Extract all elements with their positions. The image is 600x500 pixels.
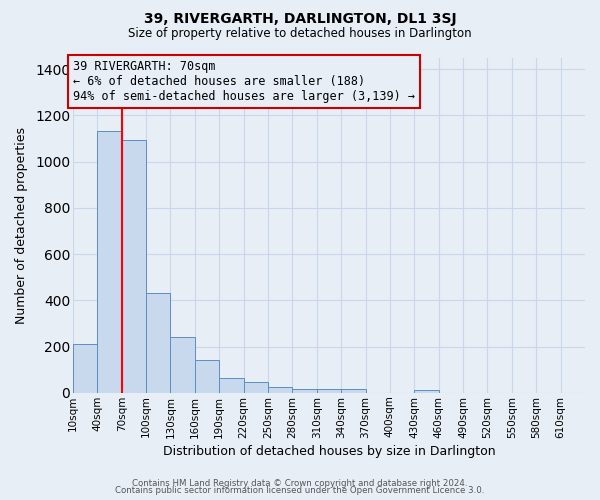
Bar xyxy=(268,387,292,393)
Bar xyxy=(317,390,341,393)
Text: 39, RIVERGARTH, DARLINGTON, DL1 3SJ: 39, RIVERGARTH, DARLINGTON, DL1 3SJ xyxy=(143,12,457,26)
Bar xyxy=(73,344,97,393)
Bar xyxy=(170,338,195,393)
Bar xyxy=(414,390,439,393)
Bar xyxy=(341,390,365,393)
X-axis label: Distribution of detached houses by size in Darlington: Distribution of detached houses by size … xyxy=(163,444,495,458)
Bar xyxy=(244,382,268,393)
Bar xyxy=(292,390,317,393)
Bar xyxy=(195,360,219,393)
Y-axis label: Number of detached properties: Number of detached properties xyxy=(15,126,28,324)
Text: Size of property relative to detached houses in Darlington: Size of property relative to detached ho… xyxy=(128,28,472,40)
Bar xyxy=(122,140,146,393)
Text: Contains public sector information licensed under the Open Government Licence 3.: Contains public sector information licen… xyxy=(115,486,485,495)
Bar xyxy=(146,294,170,393)
Bar xyxy=(219,378,244,393)
Bar xyxy=(97,132,122,393)
Text: Contains HM Land Registry data © Crown copyright and database right 2024.: Contains HM Land Registry data © Crown c… xyxy=(132,478,468,488)
Text: 39 RIVERGARTH: 70sqm
← 6% of detached houses are smaller (188)
94% of semi-detac: 39 RIVERGARTH: 70sqm ← 6% of detached ho… xyxy=(73,60,415,103)
